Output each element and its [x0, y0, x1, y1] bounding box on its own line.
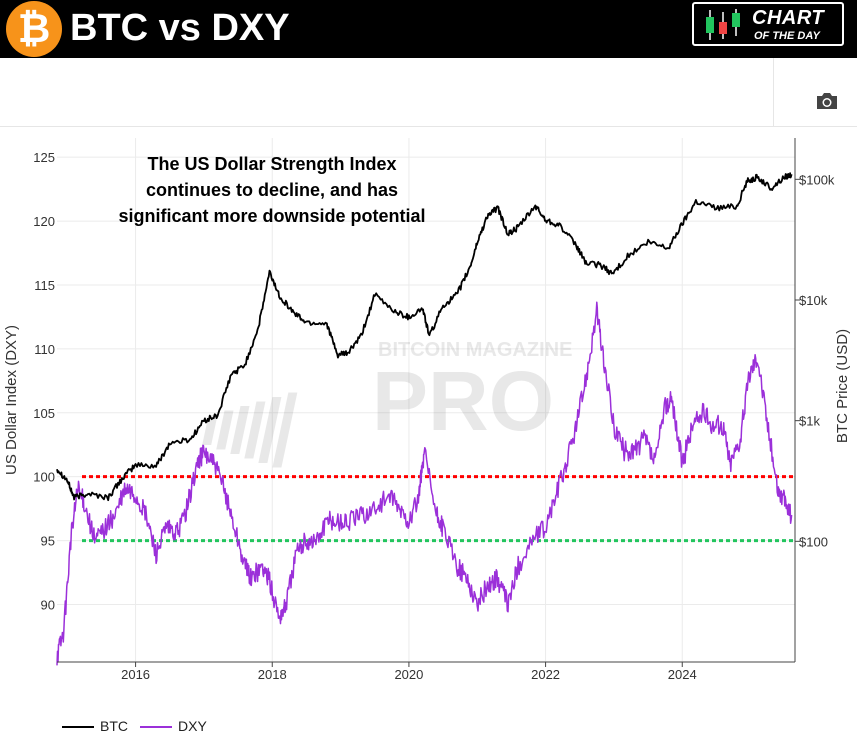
y-left-tick-label: 90: [41, 597, 55, 612]
y-left-tick-label: 110: [34, 342, 55, 357]
legend-swatch-btc: [62, 726, 94, 729]
legend-swatch-dxy: [140, 726, 172, 729]
legend-item-btc[interactable]: BTC: [62, 718, 128, 734]
series-dxy-line: [56, 301, 793, 666]
y-right-tick-label: $100: [799, 534, 828, 549]
y-right-tick-label: $100k: [799, 172, 835, 187]
y-left-axis-title: US Dollar Index (DXY): [3, 325, 20, 475]
header-bar: ₿ BTC vs DXY CHART OF THE DAY: [0, 0, 857, 58]
bitcoin-icon: ₿: [6, 1, 62, 57]
x-tick-label: 2022: [531, 667, 560, 682]
watermark-line1: BITCOIN MAGAZINE: [378, 339, 572, 361]
annotation-line: significant more downside potential: [118, 206, 425, 226]
legend-label-btc: BTC: [100, 718, 128, 734]
y-left-tick-label: 95: [41, 534, 55, 549]
y-left-tick-label: 115: [34, 278, 55, 293]
x-tick-label: 2018: [258, 667, 287, 682]
y-right-axis-title: BTC Price (USD): [834, 329, 851, 443]
annotation-line: continues to decline, and has: [146, 180, 398, 200]
y-right-tick-label: $10k: [799, 293, 828, 308]
watermark-bar: [202, 415, 218, 445]
watermark-bar: [244, 401, 266, 459]
watermark-bar: [272, 392, 298, 468]
page-title: BTC vs DXY: [70, 7, 290, 49]
candlestick-icon: [706, 9, 740, 40]
watermark-bar: [216, 410, 234, 450]
annotation-line: The US Dollar Strength Index: [147, 154, 396, 174]
camera-icon[interactable]: [814, 90, 840, 112]
watermark-bar: [230, 406, 250, 454]
gridlines: [57, 138, 795, 662]
chart-of-the-day-badge: CHART OF THE DAY: [692, 2, 844, 46]
badge-subtitle: OF THE DAY: [754, 30, 820, 42]
x-tick-label: 2016: [121, 667, 150, 682]
y-left-tick-label: 125: [33, 150, 55, 165]
badge-title: CHART: [752, 7, 825, 29]
y-right-tick-label: $1k: [799, 414, 820, 429]
legend-item-dxy[interactable]: DXY: [140, 718, 207, 734]
legend-label-dxy: DXY: [178, 718, 207, 734]
x-tick-label: 2020: [394, 667, 423, 682]
y-left-tick-label: 105: [33, 406, 55, 421]
watermark-line2: PRO: [372, 354, 554, 448]
watermark-bar: [258, 397, 282, 463]
y-left-tick-label: 120: [33, 214, 55, 229]
x-tick-label: 2024: [668, 667, 697, 682]
chart-toolbar: [0, 58, 857, 127]
y-left-tick-label: 100: [33, 470, 55, 485]
toolbar-divider: [773, 58, 774, 126]
series-btc-line: [56, 172, 793, 502]
